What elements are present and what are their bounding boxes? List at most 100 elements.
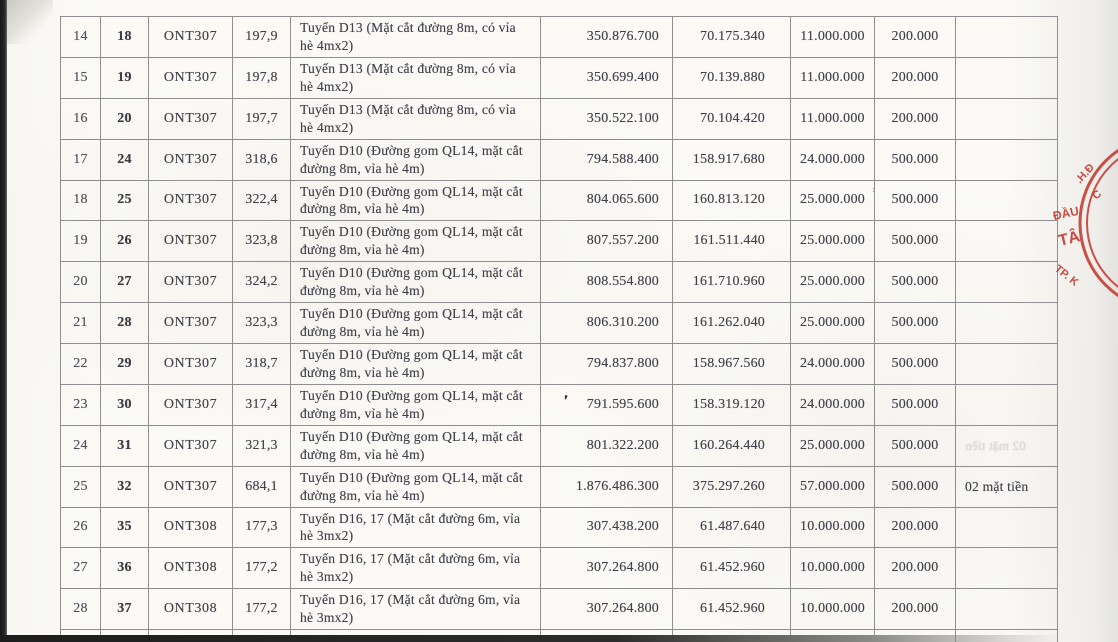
- table-row: 18 25 ONT307 322,4 Tuyến D10 (Đường gom QL14…: [60, 179, 1058, 222]
- cell-area: 321,3: [232, 424, 291, 467]
- cell-v1: 307.264.800: [540, 547, 673, 590]
- cell-text: 27: [117, 274, 132, 290]
- cell-text: 197,8: [245, 69, 278, 85]
- cell-stt: 24: [60, 424, 101, 467]
- cell-v1: 794.588.400: [540, 138, 673, 181]
- cell-text: 324,2: [245, 274, 278, 290]
- cell-no: 36: [100, 547, 149, 590]
- cell-area: 197,7: [232, 97, 291, 140]
- cell-code: ONT308: [148, 588, 233, 631]
- cell-note: [955, 179, 1058, 222]
- cell-text: 20: [73, 274, 88, 290]
- cell-area: 177,2: [232, 547, 291, 590]
- cell-text: 02 mặt tiền: [965, 478, 1029, 494]
- cell-note: [955, 56, 1058, 99]
- cell-text: 200.000: [891, 28, 939, 44]
- cell-v3: 25.000.000: [790, 302, 875, 344]
- cell-text: 197,9: [245, 28, 278, 44]
- cell-v2: 158.917.680: [672, 138, 791, 181]
- cell-no: 30: [100, 383, 149, 426]
- cell-v3: 11.000.000: [790, 16, 875, 58]
- cell-text: 161.511.440: [693, 233, 765, 249]
- cell-text: 350.522.100: [586, 110, 659, 126]
- cell-text: 14: [73, 28, 88, 44]
- cell-text: 25.000.000: [800, 437, 865, 453]
- stamp-text-fragment: TÂ: [1056, 226, 1082, 250]
- cell-v2: 161.511.440: [672, 220, 791, 263]
- cell-text: 70.104.420: [700, 110, 765, 126]
- cell-stt: 27: [60, 547, 101, 590]
- cell-text: 500.000: [891, 478, 939, 494]
- cell-v3: 10.000.000: [790, 506, 875, 549]
- cell-text: 307.264.800: [586, 601, 659, 617]
- cell-v1: 350.876.700: [540, 16, 673, 58]
- cell-text: 200.000: [891, 519, 939, 535]
- cell-v4: 500.000: [874, 179, 956, 222]
- cell-text: 500.000: [891, 233, 939, 249]
- table-row: 17 24 ONT307 318,6 Tuyến D10 (Đường gom QL14…: [60, 138, 1058, 181]
- cell-text: 318,6: [245, 151, 278, 167]
- cell-desc: Tuyến D10 (Đường gom QL14, mặt cắt đường…: [290, 383, 541, 426]
- cell-area: 323,8: [232, 220, 291, 263]
- cell-text: 500.000: [891, 315, 939, 331]
- cell-text: 26: [117, 233, 132, 249]
- cell-text: Tuyến D16, 17 (Mặt cắt đường 6m, vỉa hè …: [300, 551, 521, 585]
- cell-note: [955, 588, 1058, 631]
- cell-note: [955, 547, 1058, 590]
- cell-text: 307.438.200: [586, 519, 659, 535]
- cell-text: 321,3: [245, 437, 278, 453]
- cell-v2: 161.710.960: [672, 261, 791, 304]
- cell-v3: 57.000.000: [790, 465, 875, 508]
- cell-v1: 350.522.100: [540, 97, 673, 140]
- cell-v1: 1.876.486.300: [540, 465, 673, 508]
- cell-v2: 158.967.560: [672, 343, 791, 385]
- cell-area: 324,2: [232, 261, 291, 304]
- cell-v3: 24.000.000: [790, 383, 875, 426]
- cell-text: Tuyến D16, 17 (Mặt cắt đường 6m, vỉa hè …: [300, 592, 521, 626]
- table-row: 25 32 ONT307 684,1 Tuyến D10 (Đường gom QL14…: [60, 465, 1058, 508]
- cell-code: ONT307: [148, 383, 233, 426]
- cell-text: 10.000.000: [800, 601, 865, 617]
- cell-desc: Tuyến D16, 17 (Mặt cắt đường 6m, vỉa hè …: [290, 588, 541, 631]
- cell-text: Tuyến D10 (Đường gom QL14, mặt cắt đường…: [300, 428, 523, 462]
- cell-code: ONT308: [148, 506, 233, 549]
- cell-text: 200.000: [891, 560, 939, 576]
- cell-desc: Tuyến D10 (Đường gom QL14, mặt cắt đường…: [290, 220, 541, 263]
- cell-text: 25.000.000: [800, 274, 865, 290]
- cell-desc: Tuyến D16, 17 (Mặt cắt đường 6m, vỉa hè …: [290, 506, 541, 549]
- cell-area: 684,1: [232, 465, 291, 508]
- cell-note: 02 mặt tiền: [955, 424, 1058, 467]
- cell-text: 29: [117, 355, 132, 371]
- table-row: 28 37 ONT308 177,2 Tuyến D16, 17 (Mặt cắt đư…: [60, 588, 1058, 631]
- table-row: 21 28 ONT307 323,3 Tuyến D10 (Đường gom QL14…: [60, 302, 1058, 344]
- cell-text: 161.710.960: [692, 274, 765, 290]
- cell-text: 20: [117, 110, 132, 126]
- cell-v1: 808.554.800: [540, 261, 673, 304]
- cell-v4: 200.000: [874, 16, 956, 58]
- cell-no: 19: [100, 56, 149, 99]
- cell-text: ONT307: [163, 437, 218, 453]
- cell-v2: 61.487.640: [672, 506, 791, 549]
- cell-text: 18: [73, 192, 88, 208]
- cell-v1: 794.837.800: [540, 343, 673, 385]
- cell-v2: 61.452.960: [672, 547, 791, 590]
- table-row: 20 27 ONT307 324,2 Tuyến D10 (Đường gom QL14…: [60, 261, 1058, 304]
- cell-v4: 500.000: [874, 261, 956, 304]
- cell-text: Tuyến D13 (Mặt cắt đường 8m, có vỉa hè 4…: [300, 101, 516, 135]
- cell-v4: 500.000: [874, 302, 956, 344]
- cell-text: ONT307: [163, 478, 218, 494]
- cell-code: ONT307: [148, 56, 233, 99]
- cell-desc: Tuyến D10 (Đường gom QL14, mặt cắt đường…: [290, 424, 541, 467]
- table-row: 16 20 ONT307 197,7 Tuyến D13 (Mặt cắt đường …: [60, 97, 1058, 140]
- cell-text: Tuyến D10 (Đường gom QL14, mặt cắt đường…: [300, 347, 523, 380]
- cell-text: 160.264.440: [692, 437, 765, 453]
- cell-text: ONT307: [163, 274, 218, 290]
- cell-text: ONT307: [163, 69, 218, 85]
- cell-v4: 500.000: [874, 424, 956, 467]
- cell-no: 31: [100, 424, 149, 467]
- cell-code: ONT307: [148, 465, 233, 508]
- cell-text: 25: [73, 478, 88, 494]
- cell-text: Tuyến D10 (Đường gom QL14, mặt cắt đường…: [300, 469, 523, 503]
- cell-text: 158.917.680: [692, 151, 765, 167]
- cell-text: 160.813.120: [692, 192, 765, 208]
